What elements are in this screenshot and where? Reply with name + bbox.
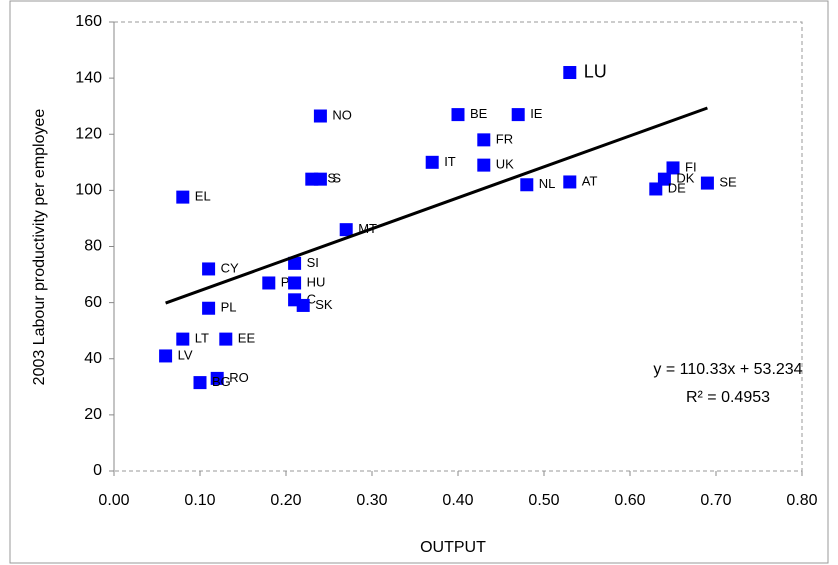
point-label: S	[332, 171, 341, 186]
point	[313, 172, 327, 186]
point	[700, 176, 714, 190]
y-tick-label: 160	[75, 13, 102, 30]
point-label: C	[307, 291, 316, 306]
point-label: NL	[539, 176, 556, 191]
point	[262, 276, 276, 290]
x-tick-label: 0.70	[700, 492, 731, 509]
point	[202, 262, 216, 276]
point	[511, 108, 525, 122]
y-tick-label: 120	[75, 125, 102, 142]
point	[477, 133, 491, 147]
x-tick-label: 0.30	[356, 492, 387, 509]
chart-frame	[9, 0, 829, 564]
x-tick-label: 0.10	[184, 492, 215, 509]
x-tick-label: 0.20	[270, 492, 301, 509]
y-axis-title: 2003 Labour productivity per employee	[31, 109, 48, 386]
point	[159, 349, 173, 363]
point-label: LT	[195, 331, 209, 346]
y-tick-label: 100	[75, 182, 102, 199]
point	[176, 190, 190, 204]
point	[313, 109, 327, 123]
point	[193, 376, 207, 390]
point	[563, 175, 577, 189]
point-label: BG	[212, 374, 231, 389]
point-label: HU	[307, 274, 326, 289]
point	[563, 66, 577, 80]
x-axis-title: OUTPUT	[420, 539, 486, 556]
point-label: FR	[496, 131, 513, 146]
point	[288, 256, 302, 270]
point	[219, 332, 233, 346]
point-label: EE	[238, 331, 256, 346]
point-label: EL	[195, 189, 211, 204]
point-label: UK	[496, 157, 514, 172]
y-tick-label: 20	[84, 406, 102, 423]
point	[520, 178, 534, 192]
point-label: SE	[719, 175, 737, 190]
y-tick-label: 0	[93, 462, 102, 479]
x-tick-label: 0.80	[786, 492, 817, 509]
point	[176, 332, 190, 346]
point-label: SK	[315, 297, 333, 312]
point-label: IS	[324, 171, 337, 186]
point-label: BE	[470, 106, 488, 121]
point	[339, 223, 353, 237]
point	[288, 276, 302, 290]
point	[202, 301, 216, 315]
x-tick-label: 0.50	[528, 492, 559, 509]
point	[477, 158, 491, 172]
trendline	[165, 106, 708, 305]
point-label: FI	[685, 159, 697, 174]
point	[425, 155, 439, 169]
trend-r2: R² = 0.4953	[686, 389, 770, 406]
y-tick-label: 140	[75, 69, 102, 86]
point-label: SI	[307, 255, 319, 270]
point-label: DE	[668, 180, 686, 195]
point	[296, 298, 310, 312]
point-label: LU	[584, 61, 607, 81]
x-tick-label: 0.00	[98, 492, 129, 509]
point-label: LV	[178, 347, 193, 362]
point-label: CY	[221, 260, 239, 275]
point	[649, 182, 663, 196]
point-label: RO	[229, 370, 249, 385]
point	[666, 161, 680, 175]
point-label: IE	[530, 106, 543, 121]
x-tick-label: 0.60	[614, 492, 645, 509]
point	[210, 371, 224, 385]
y-tick-label: 60	[84, 294, 102, 311]
point-label: NO	[332, 107, 352, 122]
point-label: IT	[444, 154, 456, 169]
y-tick-label: 40	[84, 350, 102, 367]
point-label: AT	[582, 173, 598, 188]
y-tick-label: 80	[84, 238, 102, 255]
point	[657, 172, 671, 186]
x-tick-label: 0.40	[442, 492, 473, 509]
point-label: DK	[676, 171, 694, 186]
trend-equation: y = 110.33x + 53.234	[653, 361, 802, 378]
point	[451, 108, 465, 122]
point-label: PL	[221, 300, 237, 315]
